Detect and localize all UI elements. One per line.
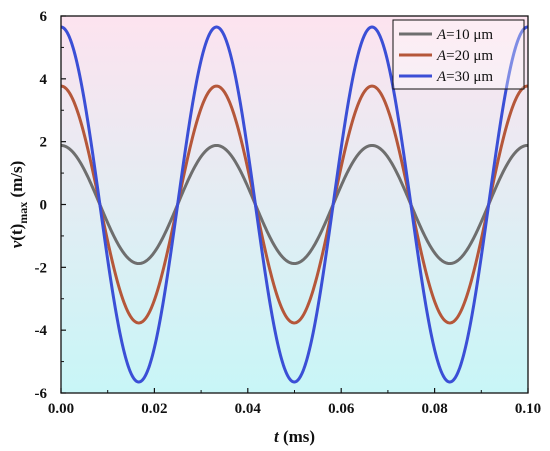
legend-label-2: A=20 μm <box>436 48 493 64</box>
y-axis-unit: (m/s) <box>7 161 26 202</box>
x-axis-unit: (ms) <box>279 427 315 446</box>
legend-label-3: A=30 μm <box>436 69 493 85</box>
y-axis-title: v(t)max (m/s) <box>7 161 30 249</box>
series-layer <box>61 25 528 384</box>
plot-background <box>61 16 528 393</box>
x-tick-label: 0.00 <box>48 401 74 417</box>
y-tick-label: 4 <box>40 72 48 88</box>
series-line-3 <box>61 25 528 384</box>
y-tick-label: -2 <box>35 260 48 276</box>
y-tick-label: -6 <box>35 386 48 402</box>
x-axis-title: t (ms) <box>274 427 315 446</box>
y-tick-label: 2 <box>40 135 48 151</box>
axis-ticks: 0.00 0.02 0.04 0.06 0.08 0.10 -6 -4 -2 0 2 4 6 <box>35 9 542 417</box>
series-line-2 <box>61 84 528 325</box>
x-tick-label: 0.10 <box>515 401 541 417</box>
y-axis-sub: max <box>16 202 30 224</box>
series-line-1 <box>61 143 528 266</box>
y-axis-arg: (t) <box>7 224 26 241</box>
x-tick-label: 0.08 <box>421 401 447 417</box>
legend: A=10 μm A=20 μm A=30 μm <box>392 19 525 90</box>
legend-items: A=10 μm A=20 μm A=30 μm <box>399 27 493 85</box>
x-tick-label: 0.04 <box>235 401 262 417</box>
y-tick-label: 6 <box>40 9 48 25</box>
y-axis-var: v <box>7 240 26 248</box>
legend-label-1: A=10 μm <box>436 27 493 43</box>
y-tick-label: -4 <box>35 323 48 339</box>
y-tick-label: 0 <box>40 198 48 214</box>
x-axis-var: t <box>274 427 280 446</box>
x-tick-label: 0.02 <box>141 401 167 417</box>
x-tick-label: 0.06 <box>328 401 355 417</box>
